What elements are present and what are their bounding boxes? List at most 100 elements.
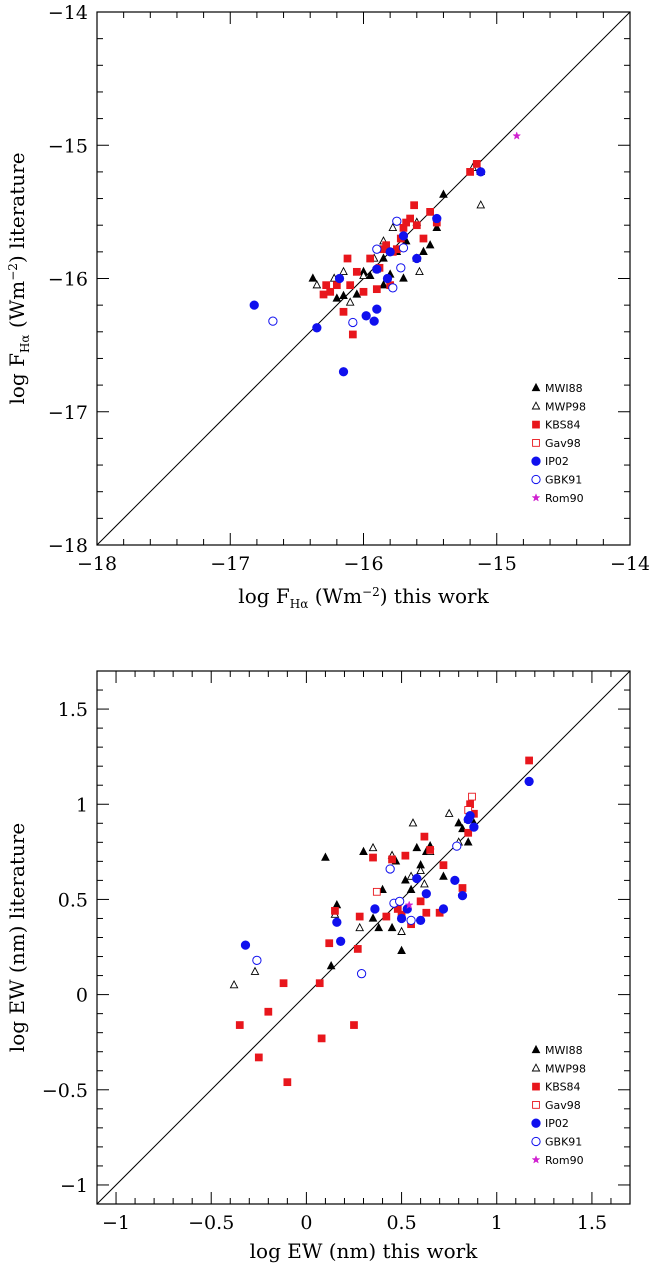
data-point [439,189,448,198]
y-tick-label: −14 [48,2,88,24]
data-point [432,213,442,224]
data-point [334,273,345,284]
data-point [524,776,534,787]
data-point [399,273,408,282]
data-point [408,818,418,827]
data-point [325,939,334,948]
legend-label: MWI88 [545,1044,583,1057]
data-point [252,955,262,965]
data-point [388,283,398,293]
data-point [476,200,486,209]
data-point [372,244,382,254]
data-point [369,853,377,862]
x-axis-label: log FHα (Wm−2) this work [238,584,489,611]
data-point [268,316,278,326]
data-point [469,822,479,832]
series-rom90 [512,131,522,140]
x-tick-label: 1.5 [577,1212,607,1234]
legend-label: Rom90 [545,1154,584,1167]
data-point [369,316,379,326]
x-tick-label: 0.5 [386,1212,416,1234]
data-point [412,842,422,852]
data-point [412,873,422,884]
data-point [365,270,375,279]
data-point [368,842,378,852]
legend-label: IP02 [545,455,569,468]
data-point [458,823,467,833]
data-point [332,293,342,302]
series-rom90 [404,900,414,909]
data-point [352,267,361,276]
data-point [421,889,431,899]
data-point [378,884,387,894]
data-point [476,167,486,177]
data-point [359,287,368,296]
y-tick-label: −16 [48,269,88,291]
data-point [422,908,431,917]
series-gbk91 [268,216,409,328]
data-point [457,890,468,901]
data-point [372,304,382,314]
legend-marker [532,1101,540,1109]
data-point [355,922,365,932]
data-point [359,270,368,279]
legend-marker [531,456,541,466]
data-point [382,273,393,284]
legend-label: MWP98 [545,1062,586,1075]
data-point [406,884,416,894]
y-tick-label: −18 [48,535,88,557]
x-tick-label: −17 [210,553,250,575]
data-point [317,1034,326,1043]
data-point [419,234,428,243]
data-point [463,837,473,846]
data-point [416,865,425,875]
series-mwi88 [321,818,479,970]
legend-label: KBS84 [545,1081,581,1094]
legend-marker [531,1118,541,1128]
data-point [410,201,419,210]
data-point [356,969,367,979]
data-point [387,922,397,932]
y-axis-label: log FHα (Wm−2) literature [5,152,32,404]
data-point [412,253,422,264]
data-point [382,241,391,250]
data-point [345,297,355,306]
data-point [458,884,467,892]
x-tick-label: −1 [102,1212,130,1234]
data-point [472,160,481,168]
data-point [401,851,410,860]
data-point [372,285,381,294]
data-point [382,912,391,921]
data-point [283,1078,292,1087]
panel-equivalent-width: −1 −0.5 0 0.5 1 1.5 −1 −0.5 0 0.5 1 1.5 log EW (nm) … [5,670,631,1263]
series-gbk91 [252,841,462,979]
legend-label: Rom90 [545,492,584,505]
y-tick-label: 1 [76,794,88,816]
data-point [346,281,355,290]
data-point [348,330,357,339]
data-point [312,280,322,289]
series-ip02 [249,167,486,377]
data-point [438,904,449,914]
data-point [254,1053,263,1062]
data-point [420,832,429,841]
data-point [420,879,429,888]
legend-label: KBS84 [545,419,581,432]
x-tick-label: −14 [610,553,649,575]
data-point [368,913,378,922]
data-point [355,912,364,921]
data-point [312,323,322,333]
data-point [339,307,348,316]
y-tick-label: 0.5 [58,889,88,911]
data-point [264,1007,273,1016]
panel-flux: −18 −17 −16 −15 −14 −18 −17 −16 −15 −14 log FHα (W… [5,2,649,611]
data-point [338,367,349,377]
data-point [464,828,473,837]
data-point [388,855,396,864]
legend-marker [531,493,541,502]
data-point [308,273,318,282]
data-point [350,1021,358,1029]
data-point [425,240,435,249]
legend-marker [532,439,540,447]
